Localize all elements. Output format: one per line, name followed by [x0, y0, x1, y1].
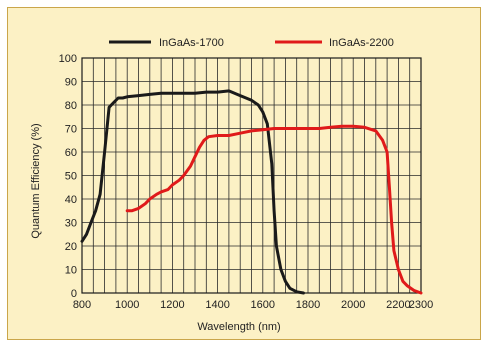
chart-frame: InGaAs-1700 InGaAs-2200 800 1000 1200 1400 1… — [7, 7, 481, 340]
legend: InGaAs-1700 InGaAs-2200 — [109, 37, 394, 49]
x-axis-label: Wavelength (nm) — [197, 321, 280, 333]
y-tick-label: 40 — [65, 194, 77, 206]
series-line-ingaas-2200 — [125, 124, 423, 295]
y-tick-label: 20 — [65, 241, 77, 253]
y-axis-ticks: 0 10 20 30 40 50 60 70 80 90 100 — [59, 53, 77, 300]
data-series — [80, 89, 423, 295]
legend-label-ingaas-2200: InGaAs-2200 — [329, 37, 394, 49]
y-tick-label: 10 — [65, 265, 77, 277]
x-tick-label: 800 — [73, 299, 91, 311]
y-tick-label: 70 — [65, 124, 77, 136]
grid — [81, 57, 422, 294]
quantum-efficiency-chart: InGaAs-1700 InGaAs-2200 800 1000 1200 1400 1… — [30, 37, 433, 333]
x-tick-label: 2200 — [386, 299, 410, 311]
plot-border — [81, 57, 422, 294]
y-tick-label: 0 — [71, 288, 77, 300]
x-tick-label: 2000 — [341, 299, 365, 311]
x-tick-label: 2300 — [409, 299, 433, 311]
y-tick-label: 30 — [65, 218, 77, 230]
x-tick-label: 1200 — [160, 299, 184, 311]
y-tick-label: 100 — [59, 53, 77, 65]
legend-label-ingaas-1700: InGaAs-1700 — [159, 37, 224, 49]
y-tick-label: 90 — [65, 77, 77, 89]
y-axis-label: Quantum Efficiency (%) — [30, 123, 42, 238]
series-line-ingaas-1700 — [80, 89, 305, 295]
x-tick-label: 1000 — [115, 299, 139, 311]
plot-area-border — [81, 57, 422, 294]
y-tick-label: 60 — [65, 147, 77, 159]
x-tick-label: 1800 — [296, 299, 320, 311]
x-tick-label: 1400 — [205, 299, 229, 311]
y-tick-label: 80 — [65, 100, 77, 112]
x-tick-label: 1600 — [251, 299, 275, 311]
y-tick-label: 50 — [65, 171, 77, 183]
